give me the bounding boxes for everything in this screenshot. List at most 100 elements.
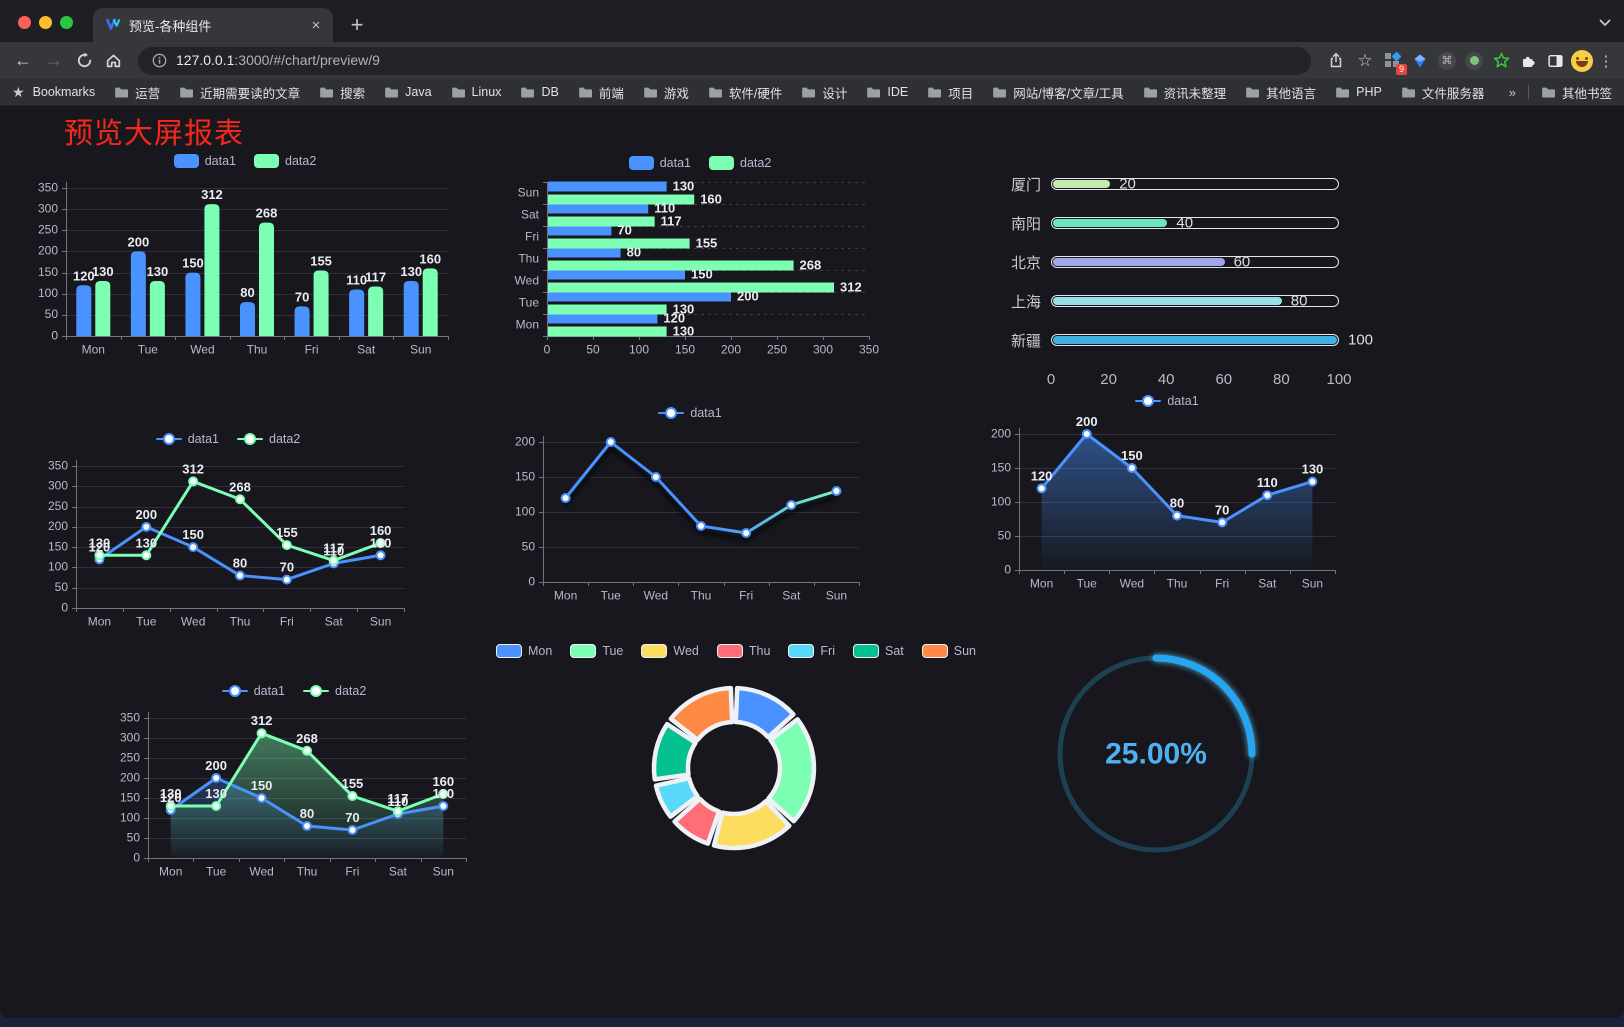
bookmark-folder-网站/博客/文章/工具[interactable]: 网站/博客/文章/工具 [992, 83, 1124, 102]
progress-fill [1053, 297, 1282, 305]
legend-item-Fri[interactable]: Fri [788, 644, 835, 658]
bar-chart-canvas[interactable] [30, 174, 460, 366]
other-bookmarks-folder[interactable]: 其他书签 [1541, 83, 1612, 102]
bookmark-folder-PHP[interactable]: PHP [1335, 85, 1382, 99]
folder-icon [1246, 87, 1260, 98]
gradient-line-chart-canvas[interactable] [505, 426, 875, 612]
side-panel-icon[interactable] [1544, 50, 1566, 72]
extension-grid-icon[interactable]: 9 [1382, 50, 1407, 75]
tab-close-icon[interactable]: × [311, 16, 321, 34]
extension-command-icon[interactable]: ⌘ [1436, 50, 1458, 72]
forward-button[interactable]: → [45, 50, 63, 70]
bookmark-folder-Linux[interactable]: Linux [451, 85, 502, 99]
bookmark-folder-搜索[interactable]: 搜索 [319, 83, 365, 102]
legend-item-data2[interactable]: data2 [237, 432, 300, 446]
bookmarks-bar: ★ Bookmarks 运营 近期需要读的文章 搜索 Java Linux DB 前端 游戏 软… [0, 79, 1624, 106]
progress-fill [1053, 258, 1225, 266]
legend-item-data1[interactable]: data1 [155, 432, 219, 446]
legend-item-data2[interactable]: data2 [303, 684, 366, 698]
close-window-button[interactable] [18, 16, 31, 29]
bookmark-folder-近期需要读的文章[interactable]: 近期需要读的文章 [179, 83, 300, 102]
legend-item-data2[interactable]: data2 [254, 154, 316, 168]
extensions-puzzle-icon[interactable] [1517, 50, 1539, 72]
bookmarks-star-icon[interactable]: ★ [12, 83, 25, 100]
bookmark-folder-资讯未整理[interactable]: 资讯未整理 [1143, 83, 1226, 102]
legend-label: Mon [527, 644, 553, 658]
bookmarks-overflow-chevron[interactable]: » [1508, 84, 1516, 100]
bookmark-folder-项目[interactable]: 项目 [927, 83, 973, 102]
browser-menu-icon[interactable]: ⋮ [1598, 52, 1614, 70]
axis-tick-label: 40 [1157, 371, 1175, 388]
folder-icon [802, 87, 816, 98]
progress-row-厦门: 厦门 20 [1011, 176, 1339, 194]
folder-icon [993, 87, 1007, 98]
minimize-window-button[interactable] [39, 16, 52, 29]
progress-track[interactable]: 20 [1051, 176, 1339, 193]
rect-legend-swatch-icon [570, 644, 597, 658]
progress-row-上海: 上海 80 [1011, 293, 1339, 311]
home-button[interactable] [101, 49, 125, 73]
legend-dual-line-chart: data1 data2 [38, 428, 418, 450]
legend-item-Sun[interactable]: Sun [921, 644, 976, 658]
progress-track[interactable]: 80 [1051, 293, 1339, 310]
back-button[interactable]: ← [14, 50, 32, 70]
legend-item-data1[interactable]: data1 [628, 156, 691, 170]
bookmark-folder-Java[interactable]: Java [384, 85, 432, 99]
gauge-chart-canvas[interactable] [1040, 646, 1272, 868]
browser-tab[interactable]: 预览-各种组件 × [93, 8, 333, 42]
bookmark-folder-文件服务器[interactable]: 文件服务器 [1401, 83, 1484, 102]
legend-item-Tue[interactable]: Tue [570, 644, 623, 658]
rect-legend-swatch-icon [641, 644, 668, 658]
progress-track[interactable]: 40 [1051, 215, 1339, 232]
rect-legend-swatch-icon [716, 644, 743, 658]
extension-gem-icon[interactable] [1409, 50, 1431, 72]
new-tab-button[interactable]: + [350, 12, 364, 37]
bookmark-folder-DB[interactable]: DB [520, 85, 559, 99]
legend-label: Wed [673, 644, 699, 658]
reload-button[interactable] [72, 49, 96, 73]
share-icon[interactable] [1324, 49, 1348, 73]
bookmark-folder-运营[interactable]: 运营 [114, 83, 160, 102]
bookmark-folder-IDE[interactable]: IDE [866, 85, 908, 99]
progress-axis: 0 20 40 60 80 100 [1047, 371, 1352, 395]
bookmark-label: Linux [471, 85, 502, 99]
legend-item-Thu[interactable]: Thu [716, 644, 770, 658]
horizontal-bar-chart-canvas[interactable] [503, 176, 897, 366]
progress-track[interactable]: 60 [1051, 254, 1339, 271]
legend-label: data1 [659, 156, 691, 170]
area-chart-canvas[interactable] [983, 414, 1351, 600]
extension-star-green-icon[interactable] [1490, 50, 1512, 72]
legend-item-data1[interactable]: data1 [221, 684, 285, 698]
folder-icon [1336, 87, 1350, 98]
bookmark-folder-其他语言[interactable]: 其他语言 [1245, 83, 1316, 102]
rect-legend-swatch-icon [921, 644, 948, 658]
legend-item-Sat[interactable]: Sat [853, 644, 904, 658]
bookmark-folder-游戏[interactable]: 游戏 [643, 83, 689, 102]
info-icon[interactable] [152, 53, 167, 68]
maximize-window-button[interactable] [60, 16, 73, 29]
legend-item-data1[interactable]: data1 [658, 406, 722, 420]
chevron-down-icon[interactable] [1599, 14, 1611, 32]
bookmarks-label[interactable]: Bookmarks [32, 85, 96, 99]
axis-tick-label: 20 [1100, 371, 1117, 388]
legend-item-data1[interactable]: data1 [1135, 394, 1199, 408]
axis-tick-label: 60 [1215, 371, 1233, 388]
donut-chart-canvas[interactable] [548, 664, 924, 876]
bookmark-folder-前端[interactable]: 前端 [578, 83, 624, 102]
legend-item-data1[interactable]: data1 [173, 154, 236, 168]
progress-track[interactable]: 100 [1051, 332, 1373, 349]
address-bar[interactable]: 127.0.0.1:3000/#/chart/preview/9 [138, 46, 1311, 75]
bookmark-star-icon[interactable]: ☆ [1357, 50, 1373, 70]
legend-item-Mon[interactable]: Mon [495, 644, 553, 658]
bookmark-folder-设计[interactable]: 设计 [801, 83, 847, 102]
dual-area-chart-canvas[interactable] [108, 704, 480, 892]
dual-line-chart-canvas[interactable] [38, 452, 418, 642]
legend-item-data2[interactable]: data2 [709, 156, 771, 170]
profile-avatar[interactable] [1571, 49, 1593, 72]
extension-record-icon[interactable] [1463, 50, 1485, 72]
bookmark-folder-软件/硬件[interactable]: 软件/硬件 [708, 83, 782, 102]
panel-gauge-chart [1040, 646, 1272, 868]
bookmark-label: 搜索 [340, 86, 366, 101]
axis-tick-label: 80 [1273, 371, 1290, 388]
legend-item-Wed[interactable]: Wed [641, 644, 699, 658]
